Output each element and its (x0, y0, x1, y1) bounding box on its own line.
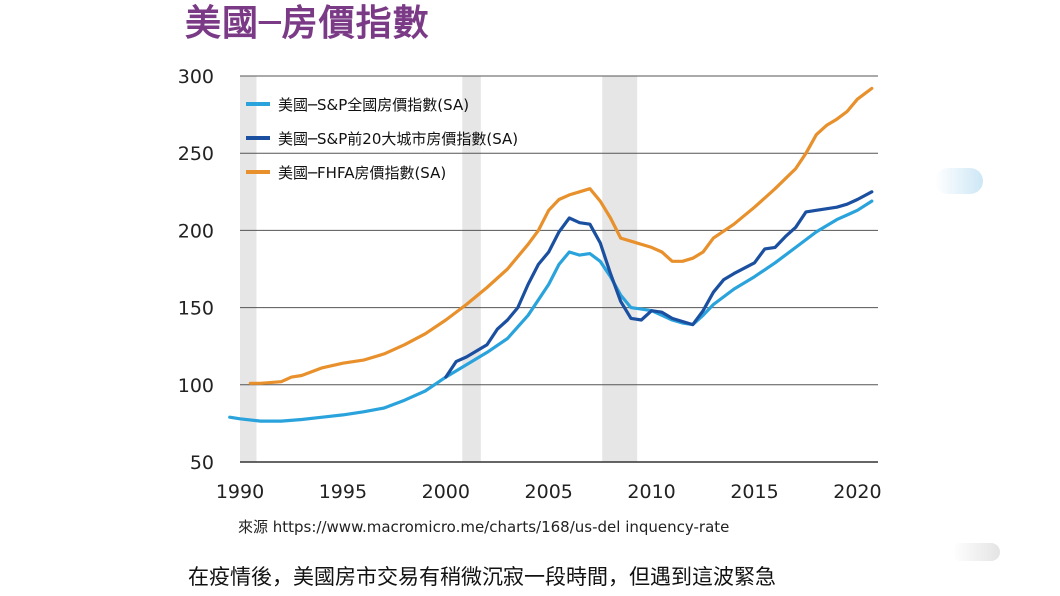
x-axis-ticks: 1990 1995 2000 2005 2010 2015 2020 (216, 481, 882, 503)
recession-bands (240, 76, 638, 462)
x-tick-label-2010: 2010 (627, 481, 675, 503)
legend-label-1: 美國─S&P前20大城市房價指數(SA) (278, 130, 518, 148)
series-lines (228, 86, 874, 423)
decorative-highlight (952, 543, 1000, 561)
legend-label-2: 美國─FHFA房價指數(SA) (278, 164, 446, 182)
y-axis-ticks: 50 100 150 200 250 300 (178, 66, 214, 474)
x-tick-label-1995: 1995 (319, 481, 367, 503)
decorative-highlight (935, 168, 983, 194)
y-tick-label-200: 200 (178, 220, 214, 242)
series-line-1 (444, 190, 874, 379)
page-title: 美國─房價指數 (185, 2, 430, 44)
article-text: 在疫情後，美國房市交易有稍微沉寂一段時間，但遇到這波緊急 (188, 565, 776, 589)
series-line-0 (228, 199, 874, 423)
y-tick-label-100: 100 (178, 375, 214, 397)
legend: 美國─S&P全國房價指數(SA) 美國─S&P前20大城市房價指數(SA) 美國─F… (246, 96, 518, 182)
y-tick-label-150: 150 (178, 298, 214, 320)
recession-band-0 (240, 76, 257, 462)
x-tick-label-2015: 2015 (730, 481, 778, 503)
y-tick-label-250: 250 (178, 143, 214, 165)
y-tick-label-300: 300 (178, 66, 214, 88)
x-tick-label-2005: 2005 (525, 481, 573, 503)
x-tick-label-2020: 2020 (833, 481, 881, 503)
series-line-2 (248, 86, 874, 385)
x-tick-label-2000: 2000 (422, 481, 470, 503)
x-tick-label-1990: 1990 (216, 481, 264, 503)
legend-label-0: 美國─S&P全國房價指數(SA) (278, 96, 469, 114)
y-tick-label-50: 50 (190, 452, 214, 474)
source-note: 來源 https://www.macromicro.me/charts/168/… (238, 518, 730, 536)
